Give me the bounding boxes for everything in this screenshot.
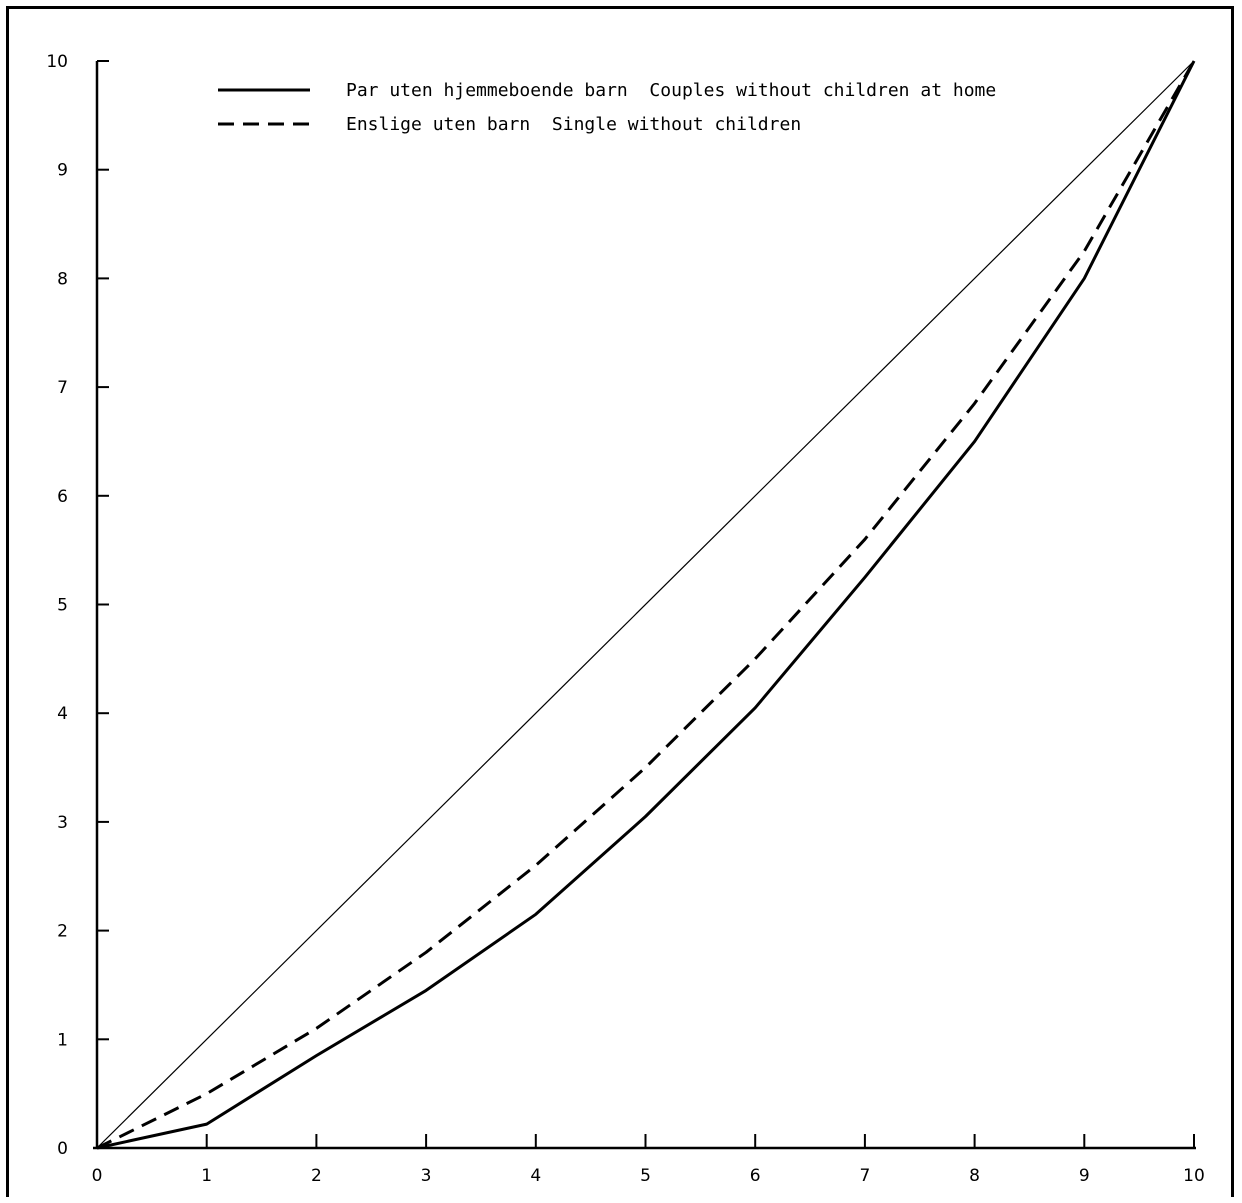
y-tick-label: 10 [46, 52, 68, 72]
legend-label: Par uten hjemmeboende barn Couples witho… [346, 80, 996, 101]
x-tick-label: 4 [530, 1166, 541, 1186]
series-line-single-without-children [96, 60, 1196, 1150]
x-tick-label: 9 [1079, 1166, 1090, 1186]
y-tick-label: 1 [57, 1030, 68, 1050]
x-tick-label: 5 [640, 1166, 651, 1186]
x-tick-label: 2 [311, 1166, 322, 1186]
y-tick-label: 4 [57, 704, 68, 724]
legend-label: Enslige uten barn Single without childre… [346, 114, 801, 135]
x-tick-label: 1 [201, 1166, 212, 1186]
y-tick-label: 7 [57, 378, 68, 398]
x-axis: 0 1 2 3 4 5 6 7 8 9 10 [92, 1134, 1205, 1186]
chart-frame [6, 6, 1234, 1197]
series-line-couples-without-children [96, 60, 1196, 1150]
x-tick-label: 8 [969, 1166, 980, 1186]
x-tick-label: 10 [1183, 1166, 1205, 1186]
y-tick-label: 9 [57, 161, 68, 181]
x-tick-label: 7 [859, 1166, 870, 1186]
y-tick-label: 2 [57, 922, 68, 942]
y-tick-label: 6 [57, 487, 68, 507]
plot-area [96, 60, 1196, 1150]
y-tick-label: 5 [57, 596, 68, 616]
x-tick-label: 0 [92, 1166, 103, 1186]
y-axis: 0 1 2 3 4 5 6 7 8 9 10 [46, 52, 109, 1159]
legend: Par uten hjemmeboende barn Couples witho… [218, 80, 996, 135]
y-tick-label: 0 [57, 1139, 68, 1159]
equality-line [96, 60, 1195, 1149]
x-tick-label: 3 [421, 1166, 432, 1186]
x-tick-label: 6 [750, 1166, 761, 1186]
y-tick-label: 3 [57, 813, 68, 833]
y-tick-label: 8 [57, 269, 68, 289]
